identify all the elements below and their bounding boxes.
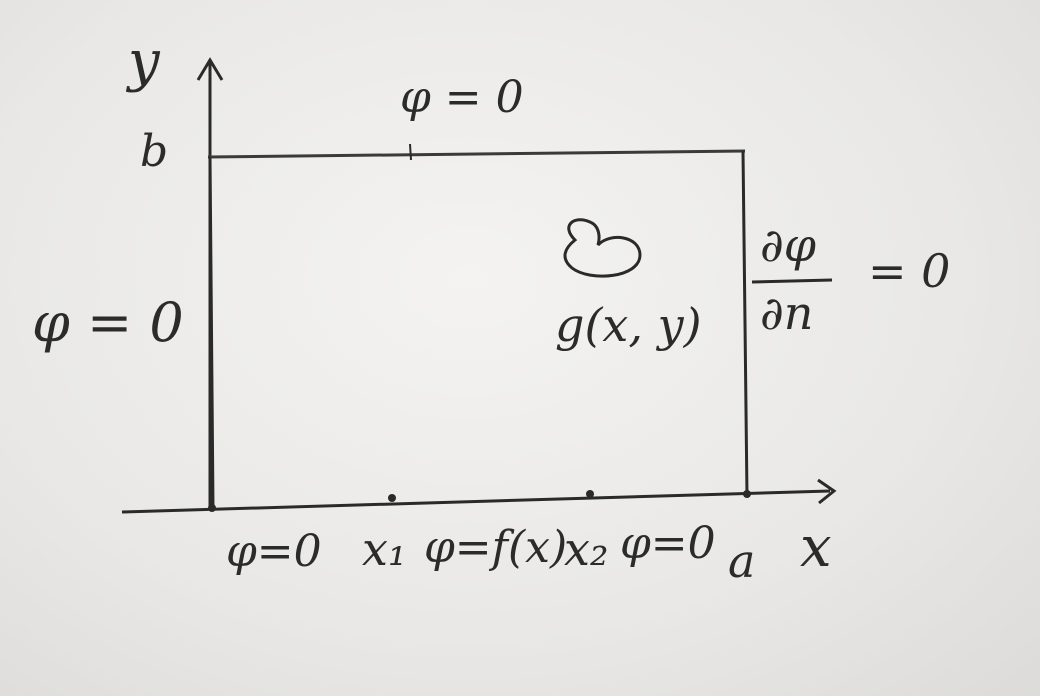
x2-dot — [586, 490, 594, 498]
b-tick-label: b — [140, 126, 169, 177]
x-axis-line — [121, 489, 831, 514]
rect-right-edge — [741, 150, 749, 497]
y-axis-arrow — [196, 57, 224, 81]
rect-top-edge — [207, 149, 746, 159]
right-condition-rhs: = 0 — [868, 244, 951, 298]
x2-label: x₂ — [564, 522, 609, 576]
x-axis-label: x — [800, 515, 832, 580]
source-blob — [563, 218, 642, 278]
top-edge-tick — [409, 143, 412, 161]
a-dot — [743, 490, 751, 498]
bottom-left-condition: φ=0 — [226, 526, 322, 577]
bottom-right-condition: φ=0 — [620, 518, 716, 569]
rect-left-edge — [208, 156, 215, 509]
right-condition-numerator: ∂φ — [760, 218, 816, 272]
source-term-label: g(x, y) — [555, 298, 702, 352]
left-boundary-condition: φ = 0 — [32, 291, 184, 354]
x1-label: x₁ — [362, 522, 407, 576]
fraction-bar — [751, 278, 833, 284]
origin-dot — [208, 504, 216, 512]
y-axis-label: y — [128, 29, 160, 94]
a-tick-label: a — [728, 534, 756, 588]
x-axis-arrow — [817, 478, 837, 505]
middle-boundary-condition: φ=f(x) — [424, 522, 568, 573]
x1-dot — [388, 494, 396, 502]
top-boundary-condition: φ = 0 — [400, 72, 524, 123]
right-condition-denominator: ∂n — [760, 286, 814, 340]
